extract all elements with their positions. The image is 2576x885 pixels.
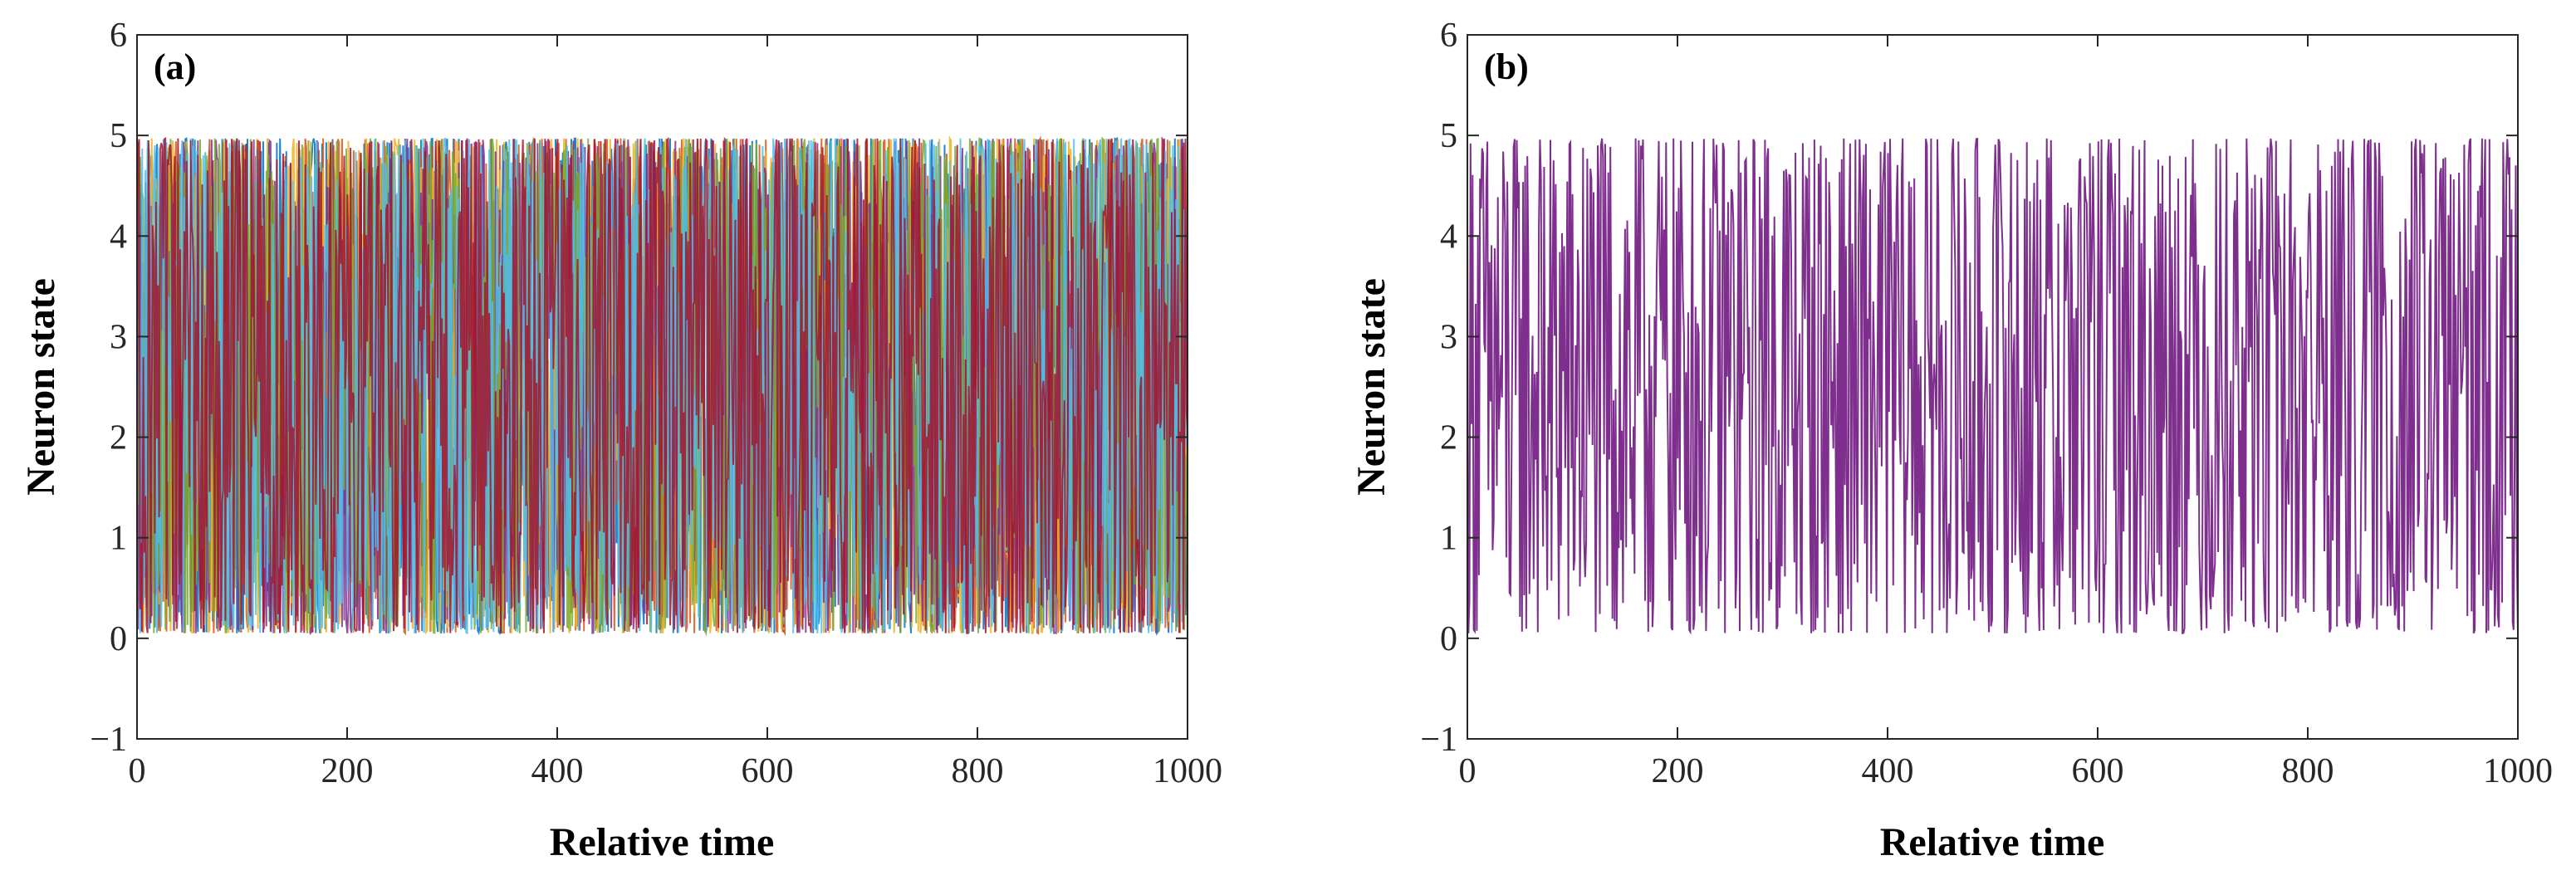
x-tick-label-b-400: 400 bbox=[1862, 752, 1914, 790]
axes-box-b bbox=[1467, 34, 2519, 740]
y-tick-label-a-1: 1 bbox=[110, 520, 127, 558]
panel-label-b: (b) bbox=[1484, 46, 1529, 87]
y-tick-label-a-6: 6 bbox=[110, 17, 127, 55]
y-axis-title-b: Neuron state bbox=[1349, 278, 1393, 496]
series-line-b-1 bbox=[1467, 137, 2519, 635]
y-tick-label-b-2: 2 bbox=[1440, 419, 1457, 457]
x-tick-label-b-200: 200 bbox=[1652, 752, 1704, 790]
x-tick-label-a-0: 0 bbox=[129, 752, 146, 790]
y-tick-label-a-2: 2 bbox=[110, 419, 127, 457]
series-group-b bbox=[1467, 137, 2519, 635]
x-tick-label-a-800: 800 bbox=[952, 752, 1004, 790]
y-tick-label-a-0: 0 bbox=[110, 620, 127, 658]
series-line-a-6 bbox=[136, 137, 1188, 635]
x-tick-label-a-1000: 1000 bbox=[1153, 752, 1222, 790]
x-tick-label-b-600: 600 bbox=[2072, 752, 2124, 790]
x-tick-label-b-800: 800 bbox=[2282, 752, 2334, 790]
axes-box-a bbox=[136, 34, 1188, 740]
panel-label-a: (a) bbox=[154, 46, 196, 87]
y-tick-label-a-3: 3 bbox=[110, 318, 127, 356]
x-tick-label-a-400: 400 bbox=[531, 752, 584, 790]
y-tick-label-b-4: 4 bbox=[1440, 218, 1457, 256]
y-axis-title-a: Neuron state bbox=[19, 278, 63, 496]
y-tick-label-a--1: −1 bbox=[90, 721, 127, 759]
x-axis-title-b: Relative time bbox=[1880, 820, 2105, 864]
y-tick-label-b-6: 6 bbox=[1440, 17, 1457, 55]
x-axis-title-a: Relative time bbox=[550, 820, 775, 864]
y-tick-label-a-4: 4 bbox=[110, 218, 127, 256]
series-line-a-7 bbox=[136, 136, 1188, 634]
x-tick-label-a-600: 600 bbox=[742, 752, 794, 790]
y-tick-label-b-3: 3 bbox=[1440, 318, 1457, 356]
y-tick-label-b-1: 1 bbox=[1440, 520, 1457, 558]
x-tick-label-b-1000: 1000 bbox=[2483, 752, 2553, 790]
series-group-a bbox=[136, 135, 1188, 637]
y-tick-label-a-5: 5 bbox=[110, 117, 127, 155]
x-tick-label-a-200: 200 bbox=[321, 752, 374, 790]
y-tick-label-b--1: −1 bbox=[1420, 721, 1457, 759]
x-tick-label-b-0: 0 bbox=[1459, 752, 1477, 790]
y-tick-label-b-5: 5 bbox=[1440, 117, 1457, 155]
y-tick-label-b-0: 0 bbox=[1440, 620, 1457, 658]
